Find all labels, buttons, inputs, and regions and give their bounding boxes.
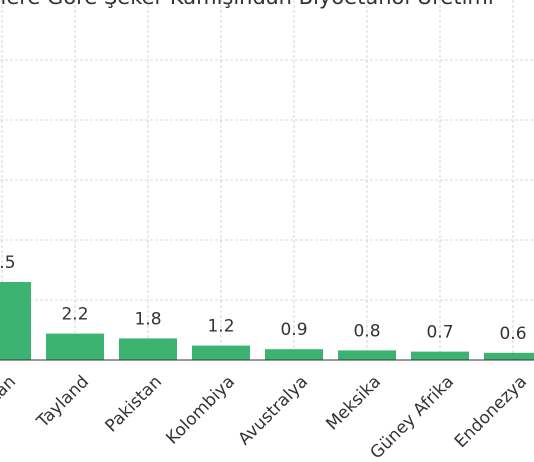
bar: [411, 351, 469, 360]
bar: [338, 350, 396, 360]
x-tick-label: Tayland: [32, 372, 93, 433]
bar: [0, 282, 31, 360]
bar: [119, 338, 177, 360]
x-tick-label: Hindistan: [0, 372, 20, 443]
x-tick-label: Meksika: [322, 372, 385, 435]
value-label: 1.2: [207, 317, 234, 337]
x-tick-label: Avustralya: [235, 372, 313, 450]
chart-title: Ülkelere Göre Şeker Kamışından Biyoetano…: [0, 0, 494, 9]
value-label: 0.8: [353, 321, 380, 341]
x-tick-label: Kolombiya: [162, 372, 239, 449]
x-tick-label: Endonezya: [451, 372, 531, 452]
value-label: 6.5: [0, 253, 16, 273]
value-label: 0.6: [499, 324, 526, 344]
x-tick-label: Pakistan: [102, 372, 166, 436]
value-label: 1.8: [134, 309, 161, 329]
value-label: 0.7: [426, 323, 453, 343]
bar: [46, 333, 104, 360]
value-label: 2.2: [61, 305, 88, 325]
value-label: 0.9: [280, 320, 307, 340]
bar: [192, 345, 250, 360]
bar: [484, 352, 534, 360]
bar: [265, 349, 323, 360]
